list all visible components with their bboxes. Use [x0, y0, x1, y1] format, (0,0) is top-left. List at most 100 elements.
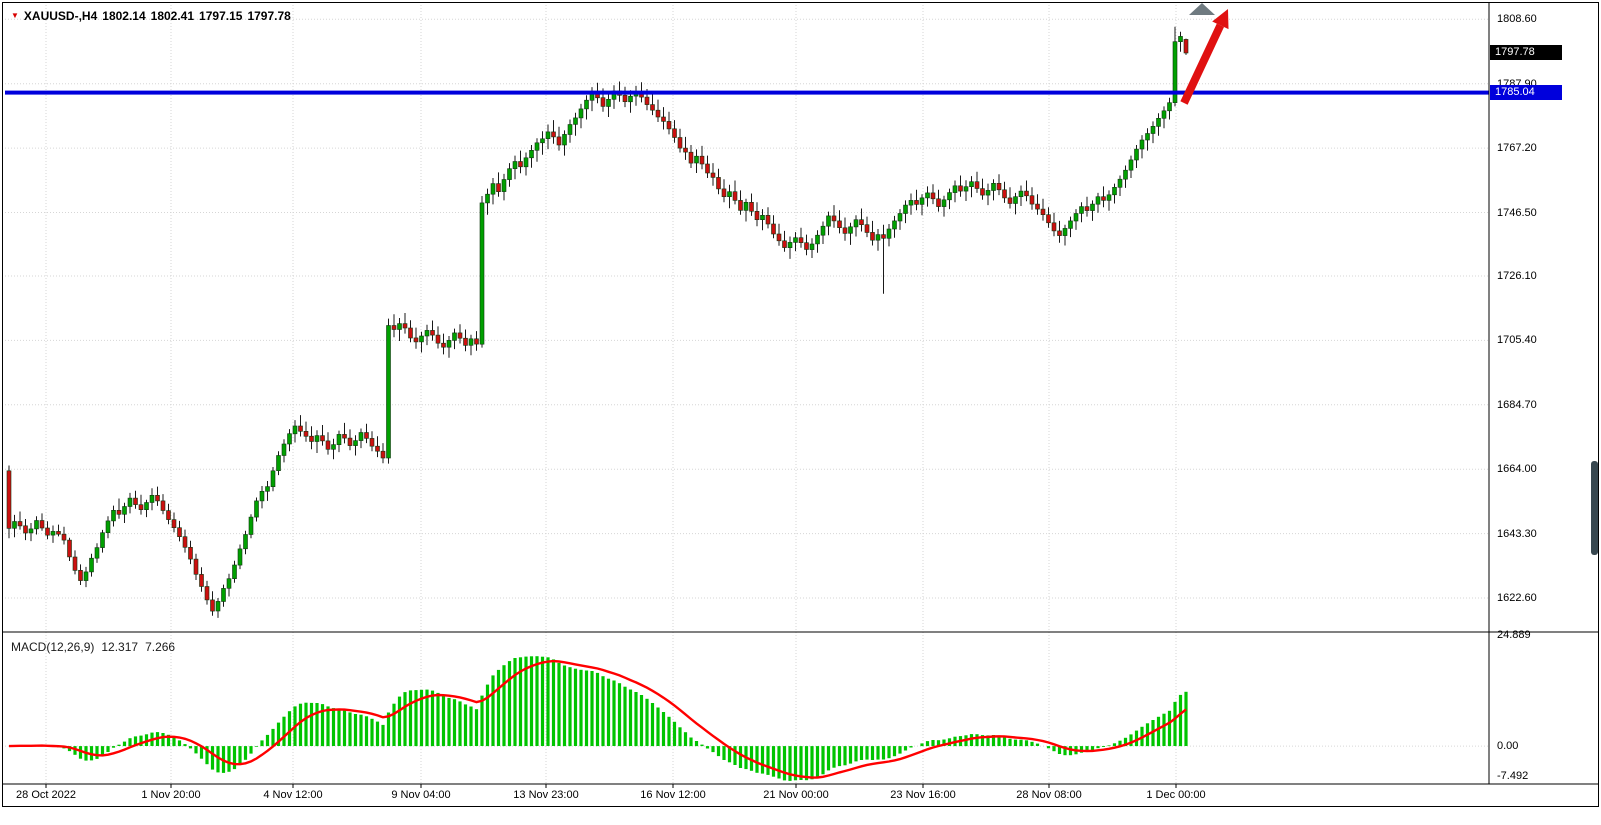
candle	[380, 443, 386, 464]
macd-bar	[876, 746, 880, 760]
macd-bar	[810, 746, 814, 780]
macd-bar	[397, 696, 402, 746]
ohlc-high: 1802.41	[150, 9, 195, 23]
candle	[386, 318, 391, 464]
candle	[1013, 192, 1018, 215]
macd-histogram	[12, 656, 1188, 781]
macd-value-main: 12.317	[101, 640, 139, 654]
macd-bar	[909, 746, 913, 748]
candle	[292, 420, 298, 443]
candle	[56, 524, 61, 537]
macd-bar	[782, 746, 787, 781]
macd-bar	[881, 746, 886, 760]
scrollbar-thumb[interactable]	[1591, 461, 1598, 555]
macd-bar	[854, 746, 858, 762]
candle	[512, 155, 518, 180]
candle	[584, 95, 589, 120]
candle	[694, 149, 699, 173]
candle	[985, 183, 991, 206]
macd-bar	[1063, 746, 1067, 756]
candle	[545, 124, 551, 150]
macd-bar	[73, 746, 77, 755]
candle	[193, 553, 199, 580]
candle	[853, 215, 859, 237]
macd-bar	[249, 746, 253, 754]
horizontal-support-line[interactable]	[5, 90, 1489, 95]
candle	[281, 439, 287, 463]
candle	[1007, 187, 1013, 209]
candle	[171, 512, 177, 533]
macd-bar	[1173, 701, 1177, 746]
macd-bar	[309, 702, 314, 746]
macd-bar	[474, 709, 479, 746]
candle	[1079, 202, 1084, 223]
candle	[518, 150, 523, 174]
macd-bar	[337, 708, 341, 746]
macd-bar	[997, 735, 1001, 746]
candle	[138, 494, 144, 515]
macd-bar	[645, 698, 649, 746]
candle	[1150, 121, 1156, 144]
macd-bar	[133, 736, 138, 747]
candle	[732, 180, 738, 205]
candle	[562, 130, 567, 156]
candle	[556, 126, 562, 151]
candle	[12, 514, 17, 538]
candle	[1068, 216, 1073, 238]
macd-bar	[1129, 734, 1133, 747]
macd-bar	[216, 746, 220, 773]
candle	[754, 202, 760, 227]
candle	[1139, 135, 1145, 159]
candle	[160, 494, 166, 515]
trend-arrow[interactable]	[1180, 23, 1225, 105]
price-chart-canvas[interactable]	[3, 3, 1598, 806]
macd-bar	[535, 656, 539, 746]
candle	[870, 220, 875, 246]
candle	[34, 516, 39, 535]
candle	[501, 173, 507, 201]
candle	[573, 112, 578, 136]
macd-bar	[898, 746, 902, 754]
candle	[815, 230, 820, 253]
candle	[738, 190, 743, 215]
macd-bar	[1052, 746, 1056, 752]
candle	[908, 193, 914, 215]
macd-bar	[700, 744, 704, 747]
candle	[215, 598, 221, 618]
macd-bar	[1079, 746, 1084, 753]
macd-bar	[865, 746, 869, 760]
macd-bar	[980, 735, 985, 746]
candle	[111, 505, 116, 527]
candle	[633, 85, 639, 106]
candle	[1117, 175, 1123, 196]
candle	[1024, 180, 1029, 202]
candle	[578, 103, 584, 129]
candle	[919, 194, 925, 216]
macd-bar	[1090, 746, 1095, 751]
macd-bar	[832, 746, 836, 768]
candle	[353, 435, 358, 456]
macd-bar	[689, 737, 693, 747]
candle	[347, 429, 353, 451]
candle	[688, 145, 694, 168]
macd-signal-line	[8, 659, 1187, 779]
macd-bar	[166, 734, 171, 747]
macd-bar	[793, 746, 798, 781]
macd-bar	[1134, 730, 1139, 747]
candle	[182, 529, 188, 553]
candle	[435, 326, 441, 349]
candle	[650, 94, 655, 116]
candle	[826, 211, 831, 236]
macd-bar	[815, 746, 820, 778]
macd-bar	[128, 738, 132, 747]
ohlc-close: 1797.78	[247, 9, 291, 23]
macd-bar	[821, 746, 825, 775]
candle	[787, 236, 793, 259]
candle	[243, 530, 248, 555]
candle	[963, 180, 969, 201]
candle	[760, 209, 765, 231]
candle	[952, 180, 958, 203]
macd-bar	[205, 746, 209, 765]
candle	[105, 516, 111, 539]
candle	[1161, 106, 1167, 129]
